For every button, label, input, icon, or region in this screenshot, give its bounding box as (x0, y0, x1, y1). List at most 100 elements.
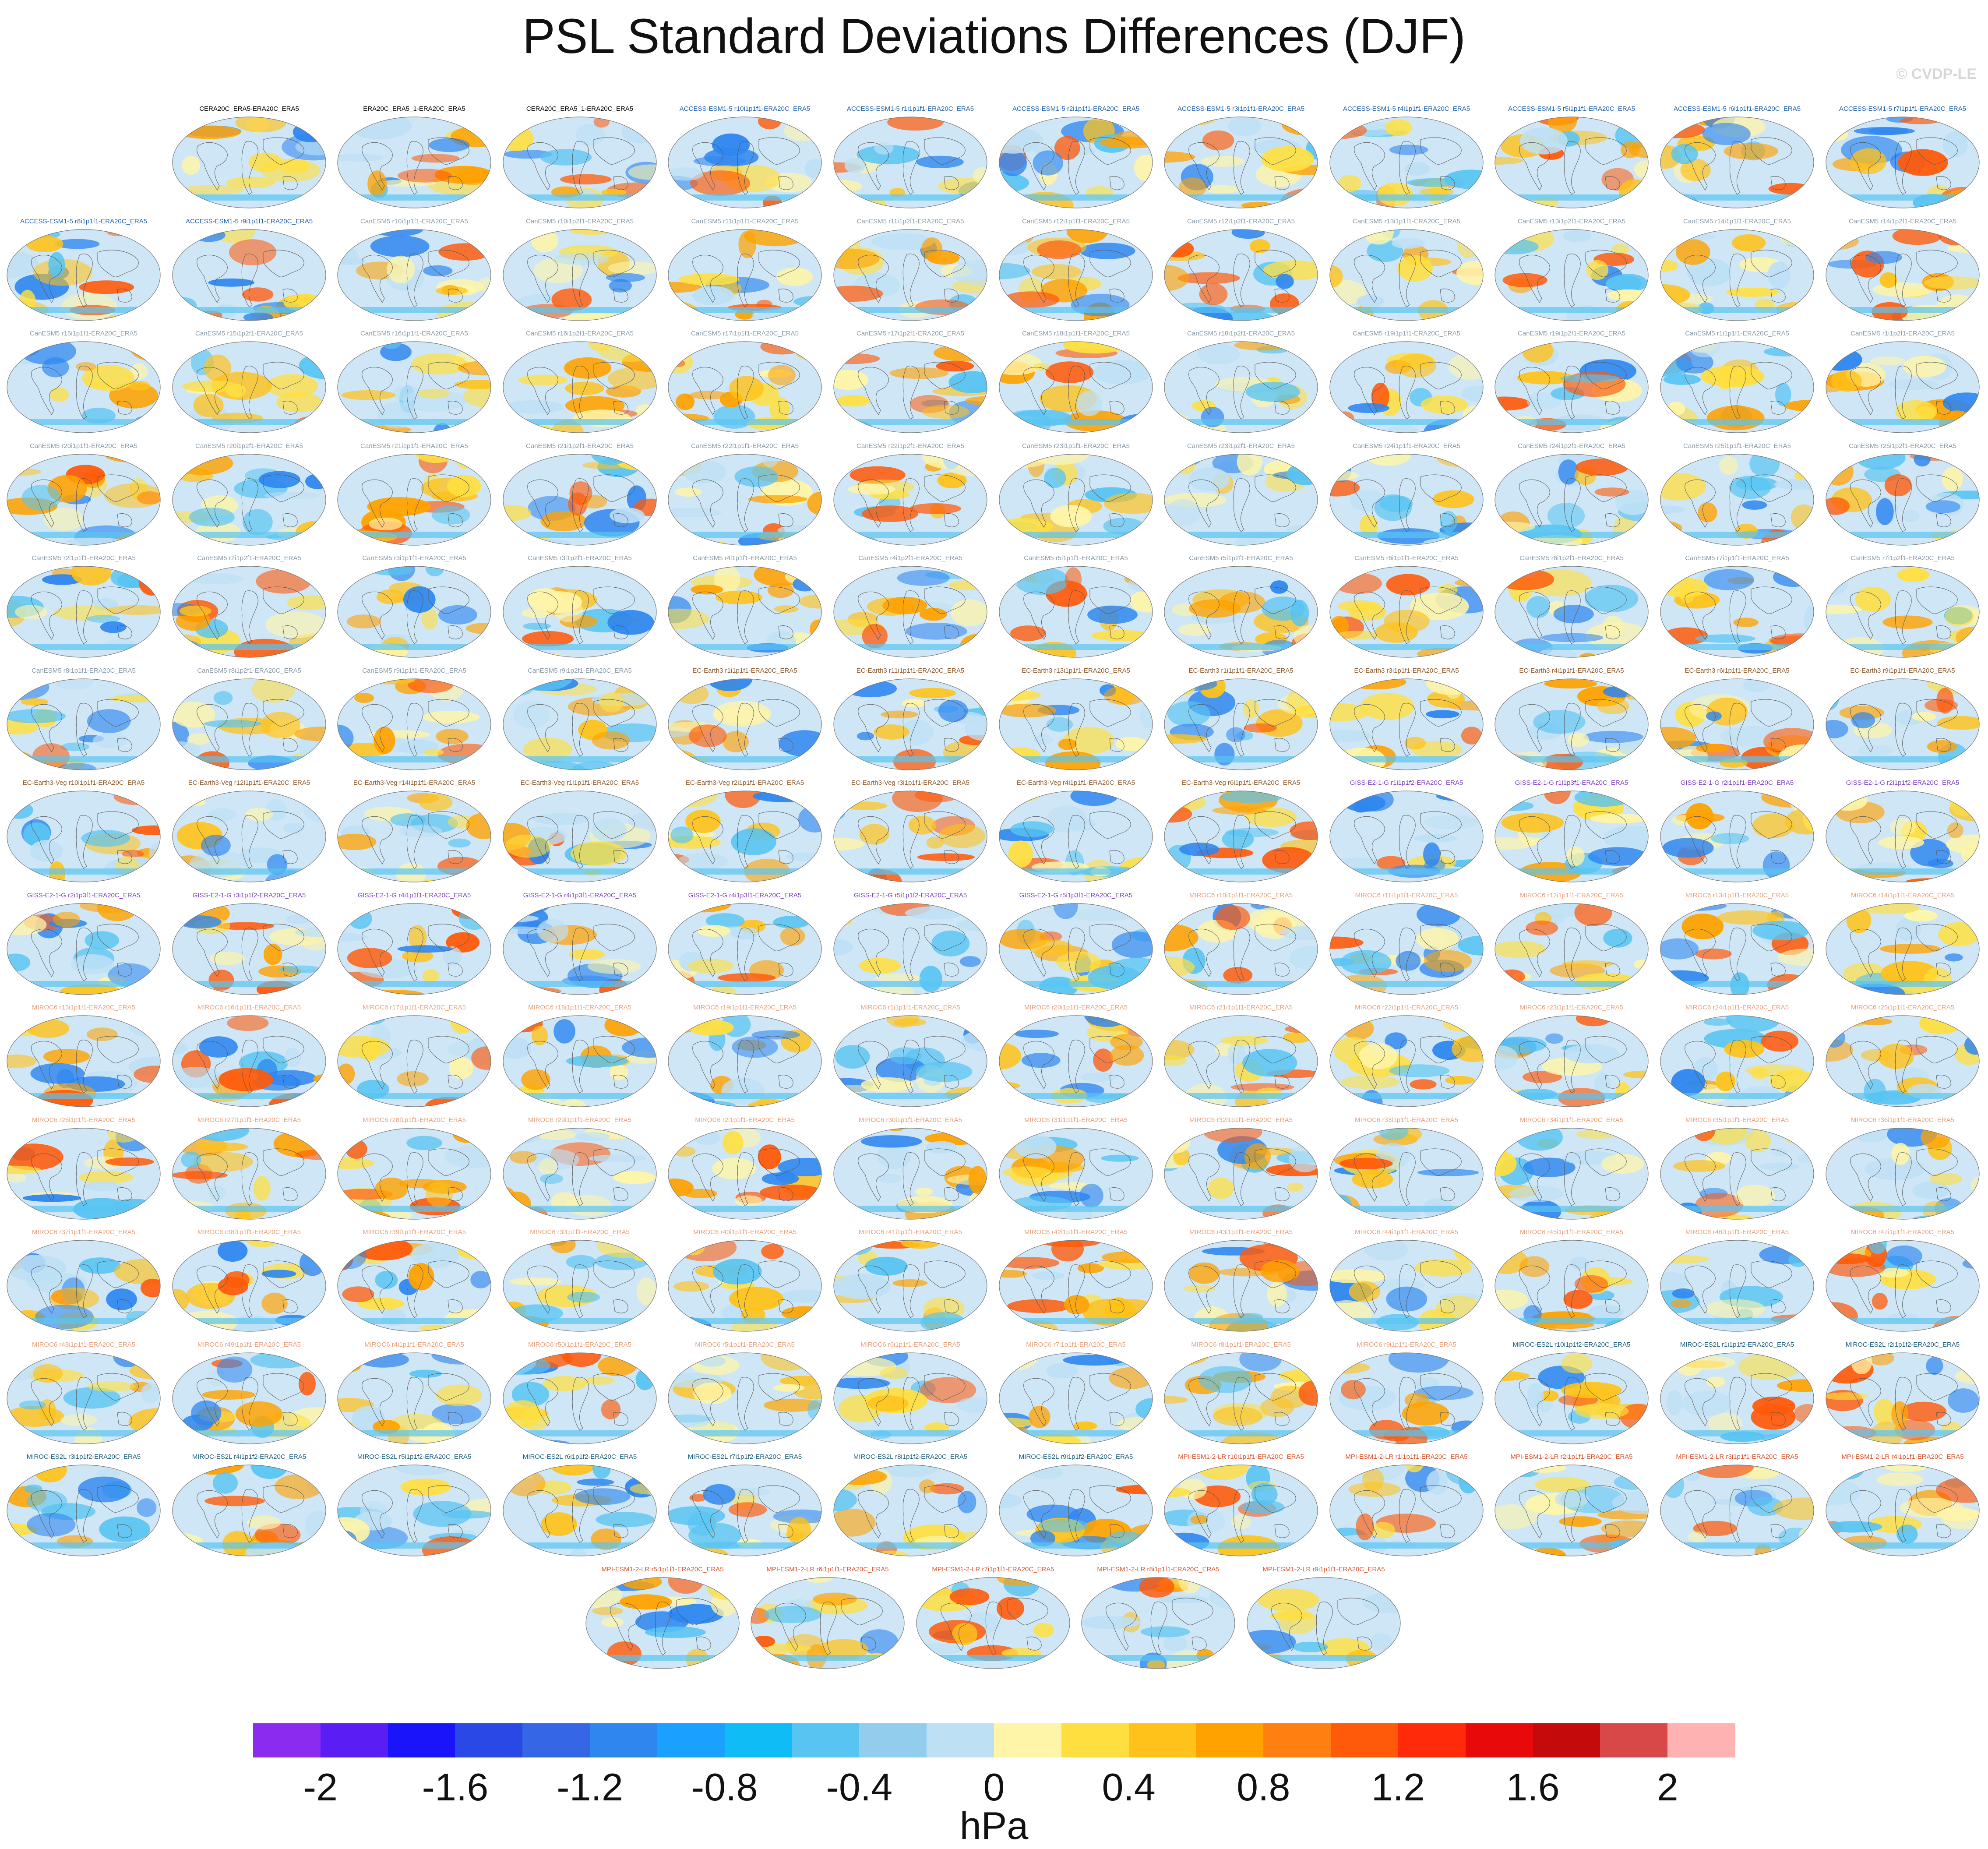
world-map-plot (999, 1352, 1153, 1444)
map-panel-title: CanESM5 r18i1p2f1-ERA20C_ERA5 (1187, 330, 1295, 337)
map-panel: MIROC-ES2L r2i1p1f2-ERA20C_ERA5 (1821, 1341, 1984, 1448)
colorbar-swatch (320, 1723, 388, 1757)
world-map-plot (172, 1128, 326, 1220)
world-map-plot (1329, 1352, 1484, 1444)
map-panel: MIROC-ES2L r6i1p1f2-ERA20C_ERA5 (498, 1453, 661, 1560)
map-panel: EC-Earth3-Veg r2i1p1f1-ERA20C_ERA5 (663, 779, 826, 886)
map-panel: MIROC6 r32i1p1f1-ERA20C_ERA5 (1160, 1116, 1322, 1224)
world-map-plot (668, 1015, 822, 1107)
map-panel-title: MPI-ESM1-2-LR r7i1p1f1-ERA20C_ERA5 (932, 1566, 1054, 1573)
world-map-plot (172, 678, 326, 770)
world-map-plot (503, 454, 657, 546)
map-panel: ACCESS-ESM1-5 r8i1p1f1-ERA20C_ERA5 (2, 218, 165, 325)
map-panel: CanESM5 r5i1p2f1-ERA20C_ERA5 (1160, 554, 1322, 662)
map-panel-title: EC-Earth3 r9i1p1f1-ERA20C_ERA5 (1850, 667, 1955, 674)
map-panel: ACCESS-ESM1-5 r2i1p1f1-ERA20C_ERA5 (994, 105, 1157, 212)
world-map-plot (1164, 229, 1318, 321)
world-map-plot (503, 1240, 657, 1332)
world-map-plot (7, 1464, 161, 1556)
world-map-plot (1164, 1352, 1318, 1444)
world-map-plot (503, 229, 657, 321)
map-panel-title: CanESM5 r8i1p2f1-ERA20C_ERA5 (197, 667, 301, 674)
map-panel: MIROC6 r33i1p1f1-ERA20C_ERA5 (1325, 1116, 1488, 1224)
world-map-plot (668, 1464, 822, 1556)
map-panel: CanESM5 r14i1p2f1-ERA20C_ERA5 (1821, 218, 1984, 325)
world-map-plot (1660, 454, 1814, 546)
world-map-plot (1660, 1352, 1814, 1444)
map-panel-title: MPI-ESM1-2-LR r8i1p1f1-ERA20C_ERA5 (1097, 1566, 1220, 1573)
map-panel-title: MIROC6 r33i1p1f1-ERA20C_ERA5 (1355, 1116, 1458, 1124)
map-panel-title: CanESM5 r9i1p2f1-ERA20C_ERA5 (528, 667, 632, 674)
colorbar-swatch (1667, 1723, 1735, 1757)
world-map-plot (1495, 1464, 1649, 1556)
map-panel: MPI-ESM1-2-LR r10i1p1f1-ERA20C_ERA5 (1160, 1453, 1322, 1560)
map-panel: MIROC6 r21i1p1f1-ERA20C_ERA5 (1160, 1004, 1322, 1111)
map-panel-title: MIROC6 r38i1p1f1-ERA20C_ERA5 (197, 1228, 301, 1236)
map-panel-title: MIROC-ES2L r8i1p1f2-ERA20C_ERA5 (853, 1453, 968, 1461)
world-map-plot (1660, 903, 1814, 995)
map-panel-title: EC-Earth3 r6i1p1f1-ERA20C_ERA5 (1685, 667, 1790, 674)
map-panel: CanESM5 r21i1p2f1-ERA20C_ERA5 (498, 442, 661, 550)
map-panel: ACCESS-ESM1-5 r6i1p1f1-ERA20C_ERA5 (1656, 105, 1819, 212)
world-map-plot (503, 341, 657, 433)
map-panel: MIROC6 r23i1p1f1-ERA20C_ERA5 (1490, 1004, 1653, 1111)
map-panel: CanESM5 r1i1p1f1-ERA20C_ERA5 (1656, 330, 1819, 437)
map-panel-title: ACCESS-ESM1-5 r4i1p1f1-ERA20C_ERA5 (1343, 105, 1470, 113)
map-panel: CanESM5 r4i1p2f1-ERA20C_ERA5 (829, 554, 992, 662)
map-panel-title: MIROC6 r8i1p1f1-ERA20C_ERA5 (1191, 1341, 1291, 1348)
map-panel: MIROC6 r8i1p1f1-ERA20C_ERA5 (1160, 1341, 1322, 1448)
world-map-plot (668, 678, 822, 770)
world-map-plot (833, 229, 987, 321)
map-panel-title: MIROC-ES2L r4i1p1f2-ERA20C_ERA5 (192, 1453, 307, 1461)
map-panel: CERA20C_ERA5-ERA20C_ERA5 (168, 105, 331, 212)
world-map-plot (999, 678, 1153, 770)
world-map-plot (7, 1352, 161, 1444)
map-panel-title: CanESM5 r22i1p1f1-ERA20C_ERA5 (691, 442, 799, 450)
colorbar-swatch (859, 1723, 927, 1757)
colorbar-tick-label: 1.2 (1371, 1765, 1425, 1809)
map-panel-title: MIROC6 r30i1p1f1-ERA20C_ERA5 (859, 1116, 962, 1124)
world-map-plot (668, 341, 822, 433)
world-map-plot (503, 903, 657, 995)
map-panel: CanESM5 r23i1p2f1-ERA20C_ERA5 (1160, 442, 1322, 550)
map-panel: EC-Earth3-Veg r3i1p1f1-ERA20C_ERA5 (829, 779, 992, 886)
world-map-plot (999, 566, 1153, 658)
world-map-plot (1826, 903, 1980, 995)
map-panel: MIROC6 r15i1p1f1-ERA20C_ERA5 (2, 1004, 165, 1111)
world-map-plot (1329, 1015, 1484, 1107)
world-map-plot (1329, 1464, 1484, 1556)
map-panel-title: CanESM5 r6i1p2f1-ERA20C_ERA5 (1519, 554, 1624, 562)
world-map-plot (833, 341, 987, 433)
map-panel-title: MIROC6 r9i1p1f1-ERA20C_ERA5 (1357, 1341, 1456, 1348)
map-panel-title: MIROC-ES2L r5i1p1f2-ERA20C_ERA5 (357, 1453, 472, 1461)
map-panel: CanESM5 r25i1p2f1-ERA20C_ERA5 (1821, 442, 1984, 550)
colorbar-tick-label: -2 (303, 1765, 338, 1809)
world-map-plot (1164, 454, 1318, 546)
map-panel: CanESM5 r7i1p2f1-ERA20C_ERA5 (1821, 554, 1984, 662)
map-panel-title: EC-Earth3 r1i1p1f1-ERA20C_ERA5 (1188, 667, 1294, 674)
map-panel: MIROC-ES2L r9i1p1f2-ERA20C_ERA5 (994, 1453, 1157, 1560)
world-map-plot (833, 903, 987, 995)
map-panel: MIROC6 r49i1p1f1-ERA20C_ERA5 (168, 1341, 331, 1448)
map-panel-title: GISS-E2-1-G r2i1p3f1-ERA20C_ERA5 (27, 892, 141, 899)
world-map-plot (668, 1240, 822, 1332)
map-panel-title: MIROC6 r41i1p1f1-ERA20C_ERA5 (859, 1228, 962, 1236)
map-panel: CanESM5 r8i1p2f1-ERA20C_ERA5 (168, 667, 331, 774)
map-panel-title: CanESM5 r3i1p2f1-ERA20C_ERA5 (528, 554, 632, 562)
world-map-plot (833, 116, 987, 208)
world-map-plot (1826, 116, 1980, 208)
colorbar-swatch (927, 1723, 994, 1757)
map-panel: CanESM5 r24i1p1f1-ERA20C_ERA5 (1325, 442, 1488, 550)
world-map-plot (751, 1577, 905, 1669)
colorbar-swatch (522, 1723, 591, 1757)
map-panel: MIROC6 r44i1p1f1-ERA20C_ERA5 (1325, 1228, 1488, 1336)
map-panel-title: CanESM5 r15i1p2f1-ERA20C_ERA5 (195, 330, 303, 337)
map-panel: CanESM5 r13i1p2f1-ERA20C_ERA5 (1490, 218, 1653, 325)
world-map-plot (1495, 903, 1649, 995)
world-map-plot (668, 1352, 822, 1444)
world-map-plot (999, 1240, 1153, 1332)
world-map-plot (1247, 1577, 1401, 1669)
map-panel: MIROC6 r16i1p1f1-ERA20C_ERA5 (168, 1004, 331, 1111)
map-panel-title: CanESM5 r4i1p2f1-ERA20C_ERA5 (858, 554, 962, 562)
map-panel: MIROC6 r5i1p1f1-ERA20C_ERA5 (663, 1341, 826, 1448)
